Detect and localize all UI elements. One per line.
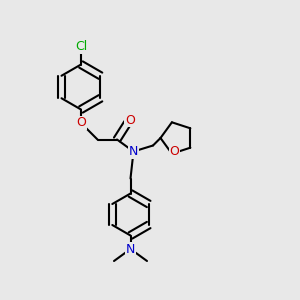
- Text: N: N: [126, 242, 135, 256]
- Text: O: O: [169, 145, 179, 158]
- Text: O: O: [76, 116, 86, 130]
- Text: Cl: Cl: [75, 40, 87, 53]
- Text: N: N: [129, 145, 138, 158]
- Text: O: O: [125, 113, 135, 127]
